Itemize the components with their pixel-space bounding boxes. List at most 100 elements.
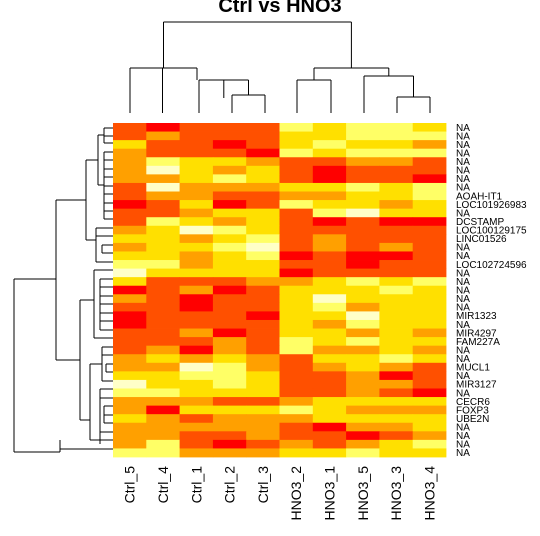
heatmap-cell [412, 174, 447, 184]
heatmap-cell [412, 200, 447, 210]
heatmap-cell [212, 191, 247, 201]
heatmap-cell [113, 148, 147, 158]
row-label: LOC101926983 [456, 200, 527, 211]
heatmap-cell [346, 242, 380, 252]
heatmap-cell [212, 337, 247, 347]
heatmap-cell [346, 277, 380, 287]
heatmap-cell [179, 200, 214, 210]
heatmap-cell [412, 302, 447, 312]
heatmap-cell [412, 277, 447, 287]
heatmap-cell [113, 277, 147, 287]
heatmap-cell [179, 362, 214, 372]
heatmap-cell [146, 277, 180, 287]
heatmap-cell [212, 200, 247, 210]
heatmap-cell [146, 234, 180, 244]
heatmap-cell [346, 354, 380, 364]
heatmap-cell [146, 260, 180, 269]
heatmap-cell [179, 302, 214, 312]
heatmap-cell [279, 448, 314, 458]
row-label: NA [456, 345, 470, 356]
heatmap-cell [246, 157, 280, 167]
heatmap-cell [346, 191, 380, 201]
heatmap-cell [346, 362, 380, 372]
heatmap-cell [346, 200, 380, 210]
heatmap-cell [146, 448, 180, 458]
heatmap-cell [412, 319, 447, 329]
heatmap-cell [113, 337, 147, 347]
column-label: HNO3_4 [421, 466, 437, 521]
heatmap-cell [412, 337, 447, 347]
heatmap-cell [179, 388, 214, 398]
row-label: MUCL1 [456, 363, 490, 374]
heatmap-cell [379, 123, 414, 132]
heatmap-cell [379, 379, 414, 389]
heatmap-cell [379, 277, 414, 287]
heatmap-cell [212, 362, 247, 372]
heatmap-cell [113, 200, 147, 210]
heatmap-cell [113, 319, 147, 329]
heatmap-cell [113, 123, 147, 132]
heatmap-cell [246, 397, 280, 407]
heatmap-cell [412, 311, 447, 321]
heatmap-cell [179, 182, 214, 192]
heatmap-cell [312, 431, 347, 441]
heatmap-cell [246, 182, 280, 192]
heatmap-cell [279, 388, 314, 398]
heatmap-cell [113, 225, 147, 235]
heatmap-cell [246, 242, 280, 252]
row-label: NA [456, 388, 470, 399]
heatmap-cell [179, 277, 214, 287]
heatmap-cell [212, 174, 247, 184]
heatmap-cell [212, 277, 247, 287]
row-labels: NANANANANANANANAAOAH-IT1LOC101926983NADC… [456, 123, 527, 459]
heatmap-cell [246, 302, 280, 312]
heatmap-cell [113, 251, 147, 261]
heatmap-cell [179, 431, 214, 441]
heatmap-cell [379, 140, 414, 150]
heatmap-cell [412, 414, 447, 424]
heatmap-cell [212, 234, 247, 244]
heatmap-cell [246, 294, 280, 304]
heatmap-cell [246, 337, 280, 347]
row-label: NA [456, 423, 470, 434]
heatmap-cell [379, 157, 414, 167]
heatmap-cell [146, 328, 180, 338]
heatmap-cell [379, 268, 414, 278]
heatmap-cell [279, 268, 314, 278]
heatmap-cell [279, 319, 314, 329]
heatmap-cell [246, 328, 280, 338]
heatmap-cell [179, 131, 214, 141]
heatmap-cell [146, 345, 180, 355]
row-label: NA [456, 371, 470, 382]
heatmap-cell [212, 225, 247, 235]
row-label: NA [456, 208, 470, 219]
row-label: FOXP3 [456, 405, 489, 416]
heatmap-cell [412, 131, 447, 141]
heatmap-cell [113, 208, 147, 218]
row-label: NA [456, 148, 470, 159]
column-dendrogram [129, 21, 431, 113]
heatmap-cell [312, 174, 347, 184]
heatmap-cell [246, 285, 280, 295]
heatmap-cell [179, 217, 214, 227]
heatmap-cell [412, 140, 447, 150]
heatmap-cell [312, 414, 347, 424]
heatmap-cell [179, 208, 214, 218]
heatmap-cell [312, 371, 347, 381]
heatmap-cell [212, 422, 247, 432]
heatmap-cell [312, 345, 347, 355]
heatmap-cell [279, 328, 314, 338]
heatmap-cell [146, 388, 180, 398]
heatmap-cell [279, 354, 314, 364]
heatmap-cell [279, 414, 314, 424]
heatmap-cell [312, 217, 347, 227]
heatmap-cell [312, 328, 347, 338]
heatmap-cell [312, 182, 347, 192]
heatmap-cell [412, 422, 447, 432]
heatmap-cell [312, 422, 347, 432]
heatmap-cell [312, 123, 347, 132]
heatmap-cell [212, 208, 247, 218]
heatmap-cell [346, 397, 380, 407]
heatmap-cell [279, 431, 314, 441]
heatmap-cell [246, 148, 280, 158]
